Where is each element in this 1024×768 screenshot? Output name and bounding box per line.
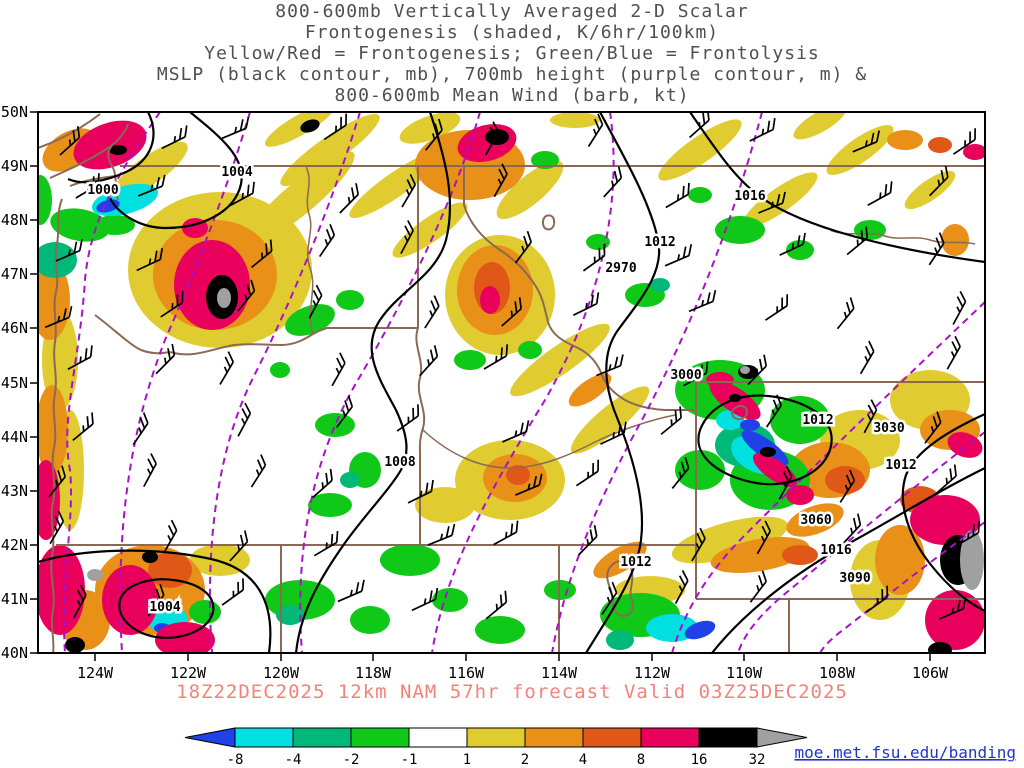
title-line-4: MSLP (black contour, mb), 700mb height (…: [157, 64, 867, 85]
mslp-contour-label: 1004: [221, 165, 252, 180]
lon-tick-label: 118W: [355, 664, 392, 682]
height-contour-label: 3090: [839, 571, 870, 586]
colorbar-segment: [466, 727, 526, 748]
colorbar-labels: -8 -4 -2 -1 1 2 4 8 16 32: [227, 752, 766, 768]
colorbar-segment: [408, 727, 468, 748]
colorbar-segment: [234, 727, 294, 748]
lat-axis: 50N 49N 48N 47N 46N 45N 44N 43N 42N 41N …: [1, 103, 28, 662]
lon-axis: 124W 122W 120W 118W 116W 114W 112W 110W …: [77, 664, 949, 682]
lon-tick-label: 114W: [541, 664, 578, 682]
lat-tick-label: 47N: [1, 265, 28, 283]
lat-tick-label: 40N: [1, 644, 28, 662]
mslp-contour-label: 1012: [620, 555, 651, 570]
lon-tick-label: 108W: [819, 664, 856, 682]
colorbar-tick-label: 4: [579, 752, 587, 768]
colorbar-segment: [524, 727, 584, 748]
mslp-contour-label: 1016: [734, 189, 765, 204]
mslp-contour-label: 1000: [87, 183, 118, 198]
lat-ticks: [30, 111, 38, 654]
colorbar: [184, 727, 808, 748]
colorbar-arrow-left: [184, 727, 236, 748]
colorbar-segment: [350, 727, 410, 748]
colorbar-tick-label: -4: [285, 752, 302, 768]
mslp-contour-layer: [38, 112, 985, 653]
title-line-5: 800-600mb Mean Wind (barb, kt): [334, 85, 689, 106]
lon-tick-label: 116W: [448, 664, 485, 682]
mslp-contour-label: 1012: [802, 413, 833, 428]
forecast-caption: 18Z22DEC2025 12km NAM 57hr forecast Vali…: [176, 681, 848, 703]
height-contour-label: 3030: [873, 421, 904, 436]
colorbar-tick-label: -8: [227, 752, 244, 768]
height-contour-label: 3000: [670, 368, 701, 383]
colorbar-tick-label: 1: [463, 752, 471, 768]
lat-tick-label: 43N: [1, 482, 28, 500]
colorbar-arrow-right: [756, 727, 808, 748]
lon-tick-label: 124W: [77, 664, 114, 682]
mslp-contour-label: 1004: [149, 600, 180, 615]
title-line-3: Yellow/Red = Frontogenesis; Green/Blue =…: [204, 43, 820, 64]
colorbar-tick-label: 32: [749, 752, 766, 768]
credit-link[interactable]: moe.met.fsu.edu/banding: [794, 743, 1016, 762]
contour-labels: 1000 1004 1016 1012 1008 1012 1016 1012 …: [85, 163, 919, 618]
colorbar-segment: [698, 727, 758, 748]
colorbar-tick-label: -2: [343, 752, 360, 768]
lat-tick-label: 49N: [1, 157, 28, 175]
mslp-contour-label: 1012: [644, 235, 675, 250]
lon-tick-label: 122W: [170, 664, 207, 682]
height-contour-label: 3060: [800, 513, 831, 528]
colorbar-tick-label: 8: [637, 752, 645, 768]
colorbar-tick-label: 16: [691, 752, 708, 768]
chart-title: 800-600mb Vertically Averaged 2-D Scalar…: [157, 1, 867, 106]
lat-tick-label: 45N: [1, 374, 28, 392]
lat-tick-label: 48N: [1, 211, 28, 229]
lon-tick-label: 110W: [726, 664, 763, 682]
lat-tick-label: 42N: [1, 536, 28, 554]
colorbar-segment: [582, 727, 642, 748]
lon-tick-label: 120W: [263, 664, 300, 682]
colorbar-tick-label: -1: [401, 752, 418, 768]
lon-tick-label: 106W: [912, 664, 949, 682]
title-line-2: Frontogenesis (shaded, K/6hr/100km): [305, 22, 719, 43]
height-contour-layer: [62, 112, 985, 653]
map-axes: [30, 111, 986, 661]
height-contour-label: 2970: [605, 261, 636, 276]
mslp-contour-label: 1012: [885, 458, 916, 473]
lat-tick-label: 50N: [1, 103, 28, 121]
lat-tick-label: 41N: [1, 590, 28, 608]
lat-tick-label: 44N: [1, 428, 28, 446]
lat-tick-label: 46N: [1, 319, 28, 337]
colorbar-segment: [292, 727, 352, 748]
lon-ticks: [94, 653, 931, 661]
colorbar-tick-label: 2: [521, 752, 529, 768]
lon-tick-label: 112W: [634, 664, 671, 682]
title-line-1: 800-600mb Vertically Averaged 2-D Scalar: [275, 1, 748, 22]
mslp-contour-label: 1008: [384, 455, 415, 470]
colorbar-segment: [640, 727, 700, 748]
mslp-contour-label: 1016: [820, 543, 851, 558]
